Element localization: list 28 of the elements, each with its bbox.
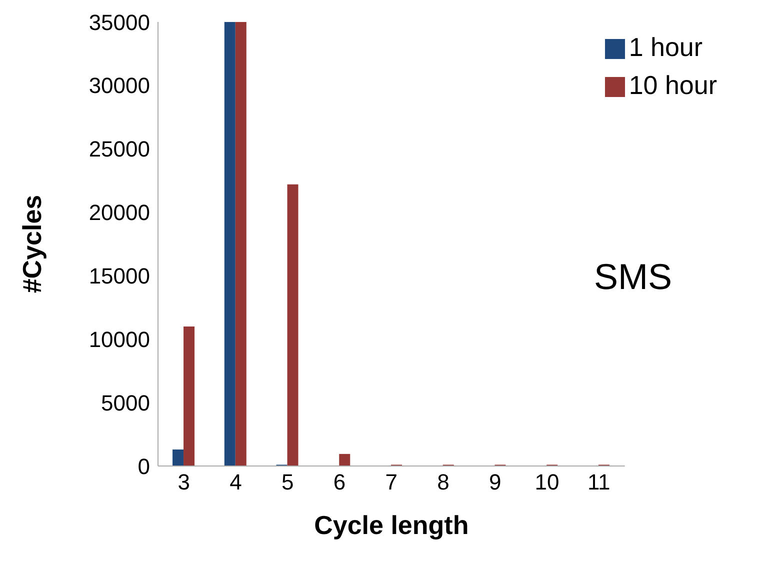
y-tick-label: 20000: [88, 200, 150, 226]
y-tick-label: 15000: [88, 264, 150, 289]
bar: [184, 326, 195, 466]
x-tick-label: 6: [333, 470, 346, 495]
y-tick-label: 0: [138, 454, 150, 479]
y-tick-label: 35000: [88, 10, 150, 35]
bar: [172, 450, 184, 466]
y-axis-title: #Cycles: [17, 194, 48, 294]
x-tick-label: 11: [587, 470, 610, 495]
x-tick-label: 7: [385, 470, 398, 495]
x-tick-label: 3: [178, 470, 190, 495]
y-tick-label: 10000: [88, 326, 150, 352]
bar: [224, 22, 236, 466]
x-tick-label: 8: [437, 470, 450, 495]
x-tick-label: 10: [534, 470, 560, 495]
x-axis-title: Cycle length: [314, 510, 469, 540]
bar: [339, 454, 350, 466]
bar: [235, 22, 246, 466]
y-tick-label: 25000: [88, 136, 150, 162]
legend-label: 10 hour: [628, 70, 717, 100]
legend-label: 1 hour: [628, 32, 703, 62]
bar: [287, 184, 298, 466]
y-tick-label: 5000: [101, 390, 150, 416]
y-tick-label: 30000: [88, 73, 150, 98]
x-tick-label: 5: [282, 470, 294, 495]
x-tick-label: 4: [230, 470, 242, 495]
annotation: SMS: [594, 256, 672, 298]
x-tick-label: 9: [489, 470, 502, 495]
